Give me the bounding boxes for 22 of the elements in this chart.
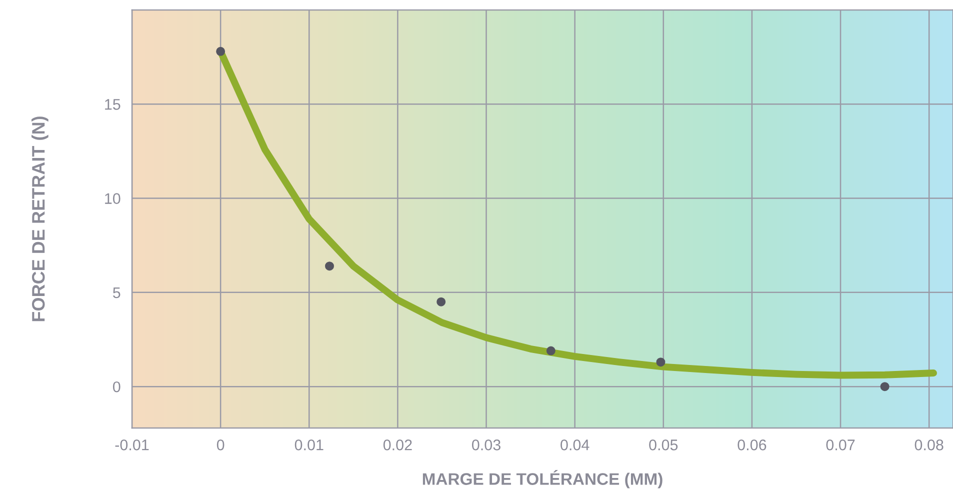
- x-tick-label: 0: [216, 440, 224, 450]
- point: [216, 46, 226, 56]
- x-axis-title: MARGE DE TOLÉRANCE (MM): [422, 470, 662, 488]
- y-tick-label: 0: [112, 381, 120, 392]
- y-axis-title: FORCE DE RETRAIT (N): [32, 116, 48, 322]
- point: [880, 382, 890, 392]
- x-tick-label: -0.01: [115, 440, 149, 450]
- x-tick-label: 0.01: [294, 440, 324, 450]
- point: [656, 358, 666, 367]
- x-tick-label: 0.07: [826, 440, 855, 450]
- x-tick-label: 0.05: [649, 440, 678, 450]
- x-tick-label: 0.06: [738, 440, 766, 450]
- y-tick-label: 15: [105, 99, 120, 110]
- point: [325, 262, 334, 271]
- y-tick-label: 10: [105, 193, 120, 204]
- x-tick-label: 0.04: [560, 440, 590, 450]
- x-tick-label: 0.03: [472, 440, 500, 450]
- point: [546, 346, 556, 356]
- x-tick-label: 0.02: [383, 440, 412, 450]
- y-tick-label: 5: [113, 287, 120, 298]
- x-tick-label: 0.08: [914, 440, 944, 450]
- point: [436, 297, 446, 306]
